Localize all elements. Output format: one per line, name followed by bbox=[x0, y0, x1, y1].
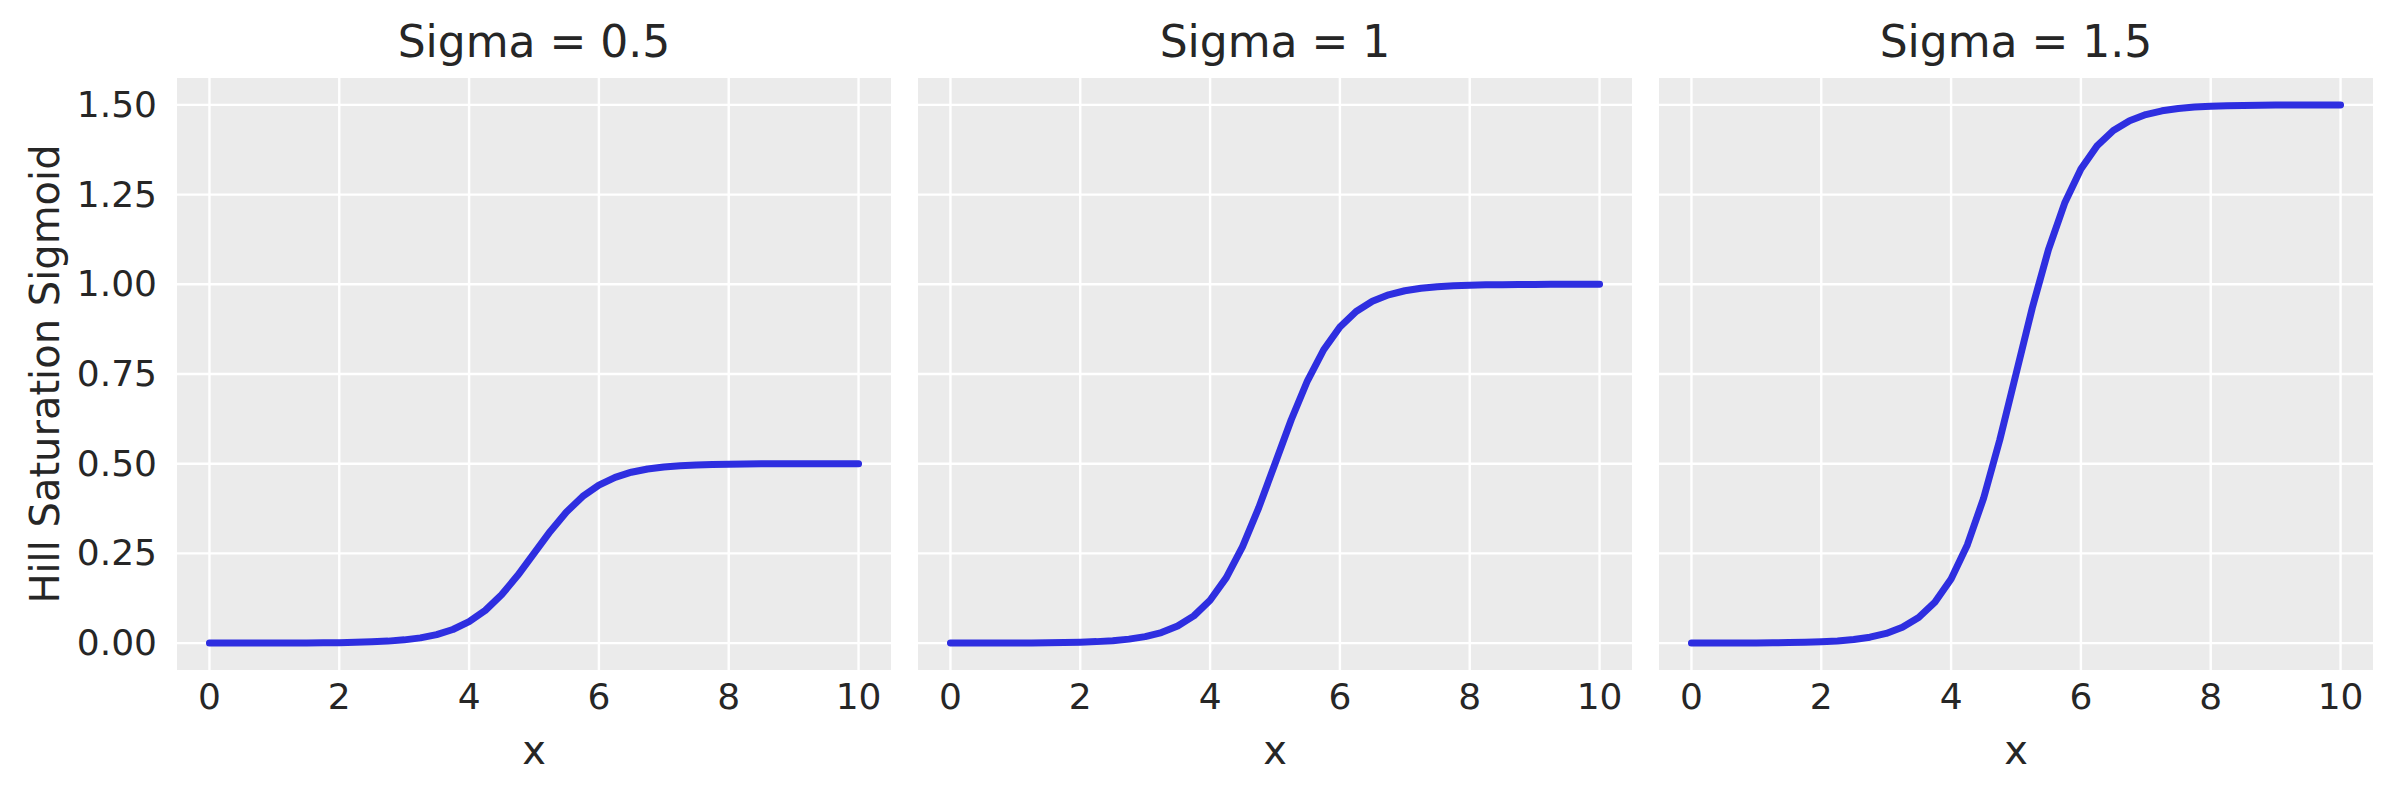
x-tick-label: 2 bbox=[1751, 676, 1891, 718]
x-tick-label: 4 bbox=[1881, 676, 2021, 718]
plot-area bbox=[1659, 78, 2373, 670]
x-tick-label: 4 bbox=[1140, 676, 1280, 718]
figure: Hill Saturation Sigmoid Sigma = 0.5 x 02… bbox=[0, 0, 2400, 800]
x-tick-label: 8 bbox=[2141, 676, 2281, 718]
plot-area bbox=[177, 78, 891, 670]
y-tick-label: 1.00 bbox=[0, 262, 157, 306]
subplot-sigma-1: Sigma = 1 x 0246810 bbox=[918, 0, 1632, 800]
x-tick-label: 6 bbox=[1270, 676, 1410, 718]
x-tick-label: 0 bbox=[880, 676, 1020, 718]
subplot-sigma-0-5: Sigma = 0.5 x 0246810 bbox=[177, 0, 891, 800]
x-axis-label: x bbox=[177, 726, 891, 774]
x-tick-label: 10 bbox=[2271, 676, 2400, 718]
plot-title: Sigma = 1.5 bbox=[1659, 16, 2373, 68]
y-tick-label: 0.50 bbox=[0, 442, 157, 486]
x-tick-label: 6 bbox=[529, 676, 669, 718]
x-tick-label: 2 bbox=[1010, 676, 1150, 718]
x-axis-label: x bbox=[918, 726, 1632, 774]
x-tick-label: 4 bbox=[399, 676, 539, 718]
y-tick-label: 1.25 bbox=[0, 173, 157, 217]
x-tick-label: 2 bbox=[269, 676, 409, 718]
x-tick-label: 0 bbox=[139, 676, 279, 718]
x-tick-label: 8 bbox=[659, 676, 799, 718]
plot-title: Sigma = 1 bbox=[918, 16, 1632, 68]
x-tick-label: 6 bbox=[2011, 676, 2151, 718]
x-axis-label: x bbox=[1659, 726, 2373, 774]
y-tick-label: 0.25 bbox=[0, 531, 157, 575]
y-tick-label: 0.75 bbox=[0, 352, 157, 396]
y-tick-label: 0.00 bbox=[0, 621, 157, 665]
plot-title: Sigma = 0.5 bbox=[177, 16, 891, 68]
plot-area bbox=[918, 78, 1632, 670]
x-tick-label: 8 bbox=[1400, 676, 1540, 718]
y-tick-label: 1.50 bbox=[0, 83, 157, 127]
x-tick-label: 0 bbox=[1621, 676, 1761, 718]
subplot-sigma-1-5: Sigma = 1.5 x 0246810 bbox=[1659, 0, 2373, 800]
